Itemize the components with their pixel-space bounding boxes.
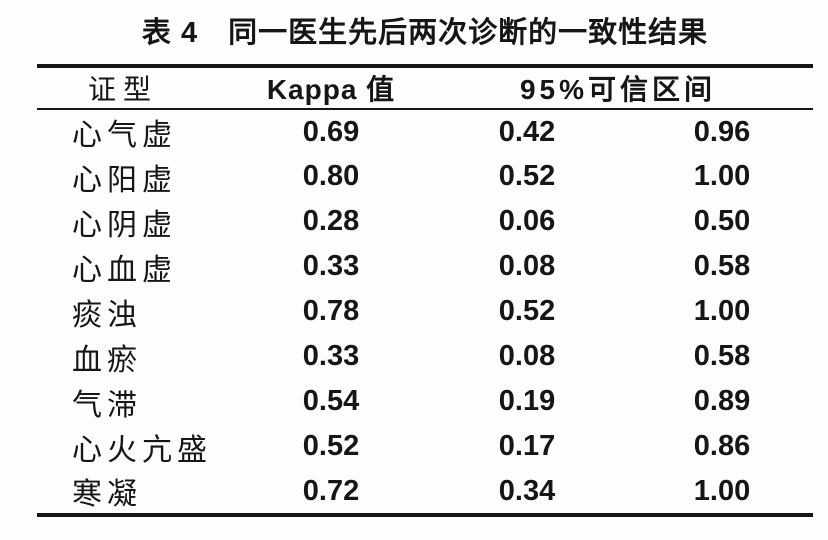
syndrome-cell: 寒凝	[72, 478, 142, 511]
column-header-syndrome: 证型	[87, 75, 158, 106]
table-row: 痰浊 0.78 0.52 1.00	[37, 289, 813, 334]
header-row: 证型 Kappa 值 95%可信区间	[37, 66, 814, 109]
ci-upper-cell: 1.00	[693, 474, 751, 507]
table-row: 血瘀 0.33 0.08 0.58	[37, 334, 813, 379]
syndrome-cell: 血瘀	[72, 343, 142, 377]
table-row: 寒凝 0.72 0.34 1.00	[37, 469, 813, 515]
ci-upper-cell: 0.58	[693, 340, 751, 372]
ci-upper-cell: 0.89	[693, 385, 751, 417]
ci-lower-cell: 0.06	[498, 205, 556, 237]
ci-upper-cell: 1.00	[693, 160, 751, 192]
syndrome-cell: 心火亢盛	[72, 433, 212, 467]
ci-lower-cell: 0.17	[498, 430, 556, 462]
kappa-cell: 0.33	[302, 250, 360, 282]
ci-upper-cell: 0.96	[693, 115, 751, 148]
table-row: 心阳虚 0.80 0.52 1.00	[37, 154, 813, 199]
ci-lower-cell: 0.08	[498, 250, 556, 282]
ci-lower-cell: 0.42	[498, 115, 556, 148]
table-row: 心血虚 0.33 0.08 0.58	[37, 244, 813, 289]
syndrome-cell: 心血虚	[72, 253, 177, 287]
column-header-confidence-interval: 95%可信区间	[519, 74, 717, 105]
kappa-cell: 0.52	[302, 430, 360, 462]
column-header-kappa: Kappa 值	[266, 74, 396, 105]
table-row: 气滞 0.54 0.19 0.89	[37, 379, 813, 424]
syndrome-cell: 心阴虚	[72, 208, 177, 242]
kappa-cell: 0.33	[302, 340, 360, 372]
syndrome-cell: 气滞	[72, 388, 142, 422]
kappa-cell: 0.28	[302, 205, 360, 237]
ci-upper-cell: 0.58	[693, 250, 751, 282]
table-row: 心气虚 0.69 0.42 0.96	[37, 109, 813, 154]
ci-lower-cell: 0.08	[498, 340, 556, 372]
ci-lower-cell: 0.19	[498, 385, 556, 417]
table-title: 表 4 同一医生先后两次诊断的一致性结果	[141, 17, 709, 49]
table-container: 表 4 同一医生先后两次诊断的一致性结果 证型 Kappa 值 95%可信区间 …	[37, 0, 814, 517]
kappa-cell: 0.78	[302, 295, 360, 327]
ci-upper-cell: 0.50	[693, 205, 751, 237]
ci-lower-cell: 0.52	[498, 295, 556, 327]
table-row: 心火亢盛 0.52 0.17 0.86	[37, 424, 813, 469]
syndrome-cell: 心阳虚	[72, 163, 177, 197]
ci-upper-cell: 0.86	[693, 430, 751, 462]
kappa-cell: 0.72	[302, 474, 360, 507]
kappa-cell: 0.80	[302, 160, 360, 192]
kappa-consistency-table: 证型 Kappa 值 95%可信区间 心气虚 0.69 0.42 0.96 心阳…	[37, 64, 814, 517]
syndrome-cell: 心气虚	[72, 119, 177, 152]
ci-lower-cell: 0.52	[498, 160, 556, 192]
kappa-cell: 0.54	[302, 385, 360, 417]
ci-upper-cell: 1.00	[693, 295, 751, 327]
kappa-cell: 0.69	[302, 115, 360, 148]
table-row: 心阴虚 0.28 0.06 0.50	[37, 199, 813, 244]
syndrome-cell: 痰浊	[72, 298, 142, 332]
ci-lower-cell: 0.34	[498, 474, 556, 507]
